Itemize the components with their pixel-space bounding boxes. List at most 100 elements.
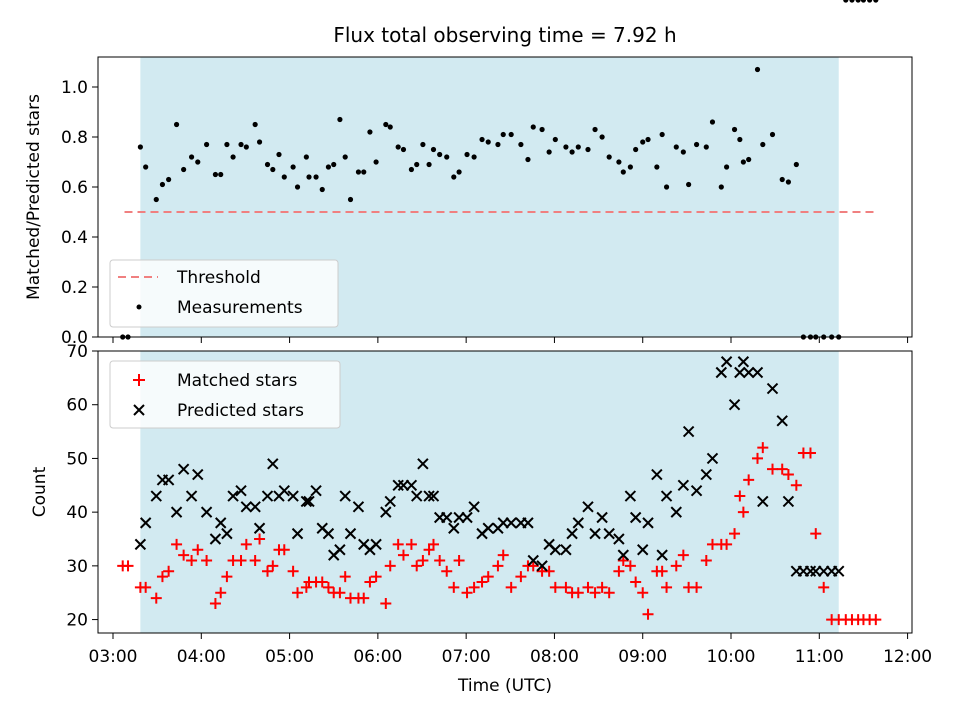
measurement-point-30 bbox=[325, 164, 332, 170]
matched-star-point-54 bbox=[476, 576, 488, 588]
measurement-point-7 bbox=[173, 121, 180, 128]
measurement-point-78 bbox=[654, 164, 660, 170]
predicted-star-point-60 bbox=[536, 560, 548, 572]
matched-star-point-57 bbox=[497, 549, 509, 561]
matched-star-point-11 bbox=[201, 554, 213, 566]
measurement-point-90 bbox=[737, 136, 743, 143]
matched-star-point-102 bbox=[818, 581, 830, 593]
measurement-point-40 bbox=[387, 124, 393, 130]
matched-star-point-37 bbox=[364, 576, 376, 588]
predicted-star-point-68 bbox=[596, 511, 608, 524]
xtick-label-9: 12:00 bbox=[883, 647, 932, 667]
predicted-star-point-37 bbox=[380, 506, 392, 518]
matched-star-point-59 bbox=[515, 571, 527, 583]
measurement-point-109 bbox=[867, 0, 873, 3]
matched-star-point-7 bbox=[171, 538, 183, 550]
predicted-star-point-64 bbox=[566, 527, 578, 540]
matched-star-point-64 bbox=[549, 581, 561, 593]
predicted-star-point-89 bbox=[737, 356, 750, 368]
matched-star-point-55 bbox=[482, 571, 494, 583]
measurement-point-32 bbox=[337, 116, 343, 123]
measurement-point-68 bbox=[585, 146, 591, 153]
matched-star-point-73 bbox=[617, 554, 629, 566]
measurement-point-93 bbox=[754, 66, 761, 73]
bot-ytick-label-4: 60 bbox=[66, 396, 88, 416]
matched-star-point-8 bbox=[178, 549, 190, 561]
measurement-point-15 bbox=[230, 154, 236, 160]
measurement-point-66 bbox=[569, 149, 575, 155]
xtick-label-5: 08:00 bbox=[530, 647, 579, 667]
matched-star-point-9 bbox=[186, 554, 198, 566]
predicted-star-point-67 bbox=[589, 527, 601, 540]
measurement-point-25 bbox=[294, 184, 301, 190]
xtick-label-1: 04:00 bbox=[177, 647, 226, 667]
measurement-point-105 bbox=[843, 0, 849, 3]
matched-star-point-50 bbox=[448, 581, 460, 593]
measurement-point-24 bbox=[290, 164, 296, 170]
matched-star-point-110 bbox=[870, 614, 882, 626]
measurement-point-52 bbox=[464, 151, 470, 158]
measurement-point-107 bbox=[855, 0, 861, 3]
predicted-star-point-41 bbox=[405, 479, 418, 491]
predicted-star-point-7 bbox=[185, 490, 198, 502]
matched-star-point-24 bbox=[287, 565, 299, 577]
matched-star-point-90 bbox=[734, 490, 746, 502]
predicted-star-point-21 bbox=[278, 484, 290, 497]
measurement-point-43 bbox=[408, 166, 415, 173]
matched-star-point-32 bbox=[334, 587, 346, 599]
measurement-point-31 bbox=[331, 161, 337, 168]
legend-measurements-label: Measurements bbox=[177, 298, 303, 318]
measurement-point-98 bbox=[793, 161, 799, 168]
measurement-point-37 bbox=[367, 129, 373, 135]
measurement-point-60 bbox=[525, 156, 531, 163]
matched-star-point-21 bbox=[267, 560, 279, 572]
measurement-point-69 bbox=[592, 126, 598, 133]
predicted-star-point-48 bbox=[448, 522, 460, 534]
matched-star-point-16 bbox=[235, 554, 247, 566]
predicted-star-point-70 bbox=[613, 533, 625, 545]
predicted-star-point-33 bbox=[352, 501, 365, 513]
predicted-star-point-50 bbox=[461, 511, 473, 524]
predicted-star-point-86 bbox=[720, 356, 733, 368]
top-ytick-label-4: 0.8 bbox=[61, 128, 88, 148]
predicted-star-point-79 bbox=[670, 506, 682, 518]
measurement-point-46 bbox=[426, 161, 432, 168]
count-legend: Matched stars Predicted stars bbox=[109, 360, 341, 429]
matched-star-point-77 bbox=[642, 608, 654, 620]
measurement-point-9 bbox=[188, 154, 195, 160]
predicted-star-point-53 bbox=[482, 522, 494, 534]
measurement-point-11 bbox=[203, 141, 210, 148]
measurement-point-87 bbox=[718, 184, 724, 190]
measurement-point-63 bbox=[546, 149, 552, 155]
predicted-star-point-88 bbox=[734, 366, 746, 379]
measurement-point-2 bbox=[137, 144, 143, 150]
measurement-point-108 bbox=[860, 0, 867, 3]
predicted-star-point-83 bbox=[700, 468, 713, 481]
predicted-star-point-30 bbox=[334, 544, 346, 556]
predicted-star-point-44 bbox=[423, 490, 435, 502]
predicted-star-point-24 bbox=[300, 495, 313, 508]
xtick-label-0: 03:00 bbox=[89, 647, 138, 667]
measurement-point-49 bbox=[444, 154, 450, 160]
measurement-point-77 bbox=[645, 136, 651, 143]
matched-star-point-81 bbox=[670, 560, 682, 572]
measurement-point-27 bbox=[306, 174, 312, 180]
measurement-point-14 bbox=[224, 141, 230, 148]
matched-star-point-68 bbox=[582, 581, 594, 593]
predicted-star-point-47 bbox=[441, 511, 453, 524]
bot-ytick-label-3: 50 bbox=[66, 449, 88, 469]
predicted-star-point-38 bbox=[384, 495, 396, 508]
measurement-point-74 bbox=[627, 164, 633, 170]
matched-star-point-93 bbox=[751, 452, 763, 464]
predicted-star-point-4 bbox=[162, 474, 175, 486]
predicted-star-point-102 bbox=[833, 565, 845, 577]
matched-star-point-67 bbox=[572, 587, 584, 599]
predicted-star-point-11 bbox=[215, 517, 227, 529]
measurement-point-10 bbox=[195, 159, 201, 165]
predicted-star-point-25 bbox=[303, 495, 315, 508]
predicted-star-point-78 bbox=[660, 490, 673, 502]
predicted-star-point-72 bbox=[624, 490, 637, 502]
predicted-star-point-31 bbox=[339, 490, 351, 502]
measurement-point-4 bbox=[153, 196, 159, 203]
predicted-star-point-0 bbox=[134, 538, 147, 551]
